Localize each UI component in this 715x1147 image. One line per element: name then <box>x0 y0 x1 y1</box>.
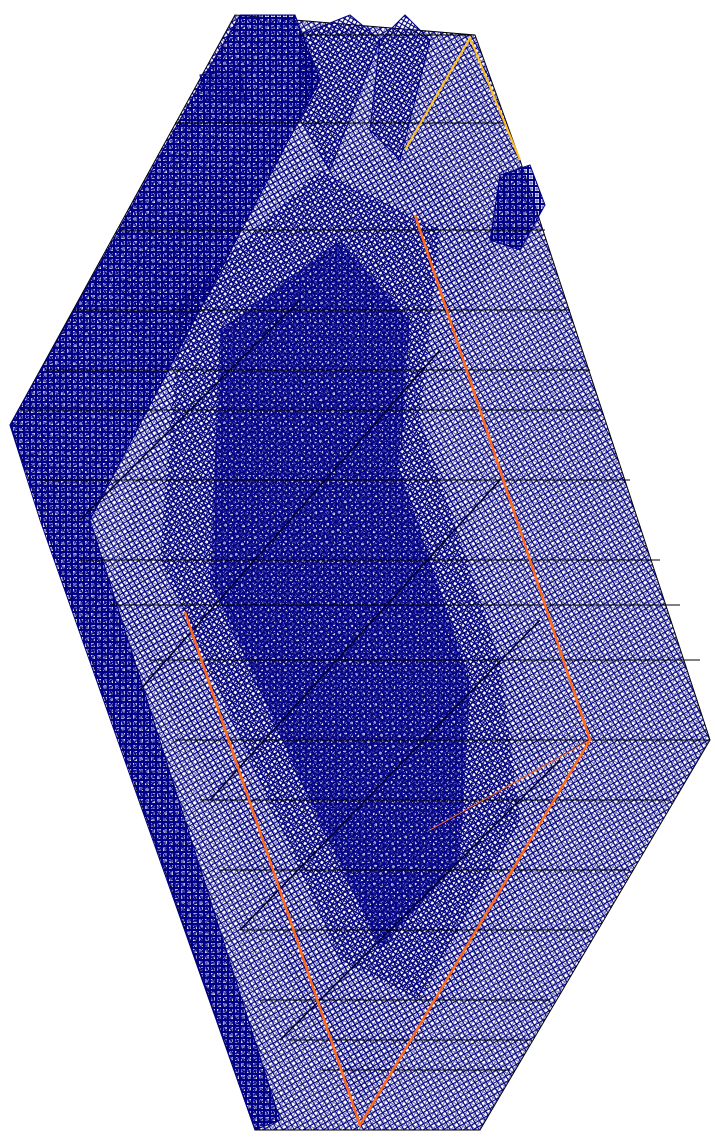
mesh-render <box>0 0 715 1147</box>
ridge <box>200 70 245 100</box>
page <box>0 0 715 1147</box>
